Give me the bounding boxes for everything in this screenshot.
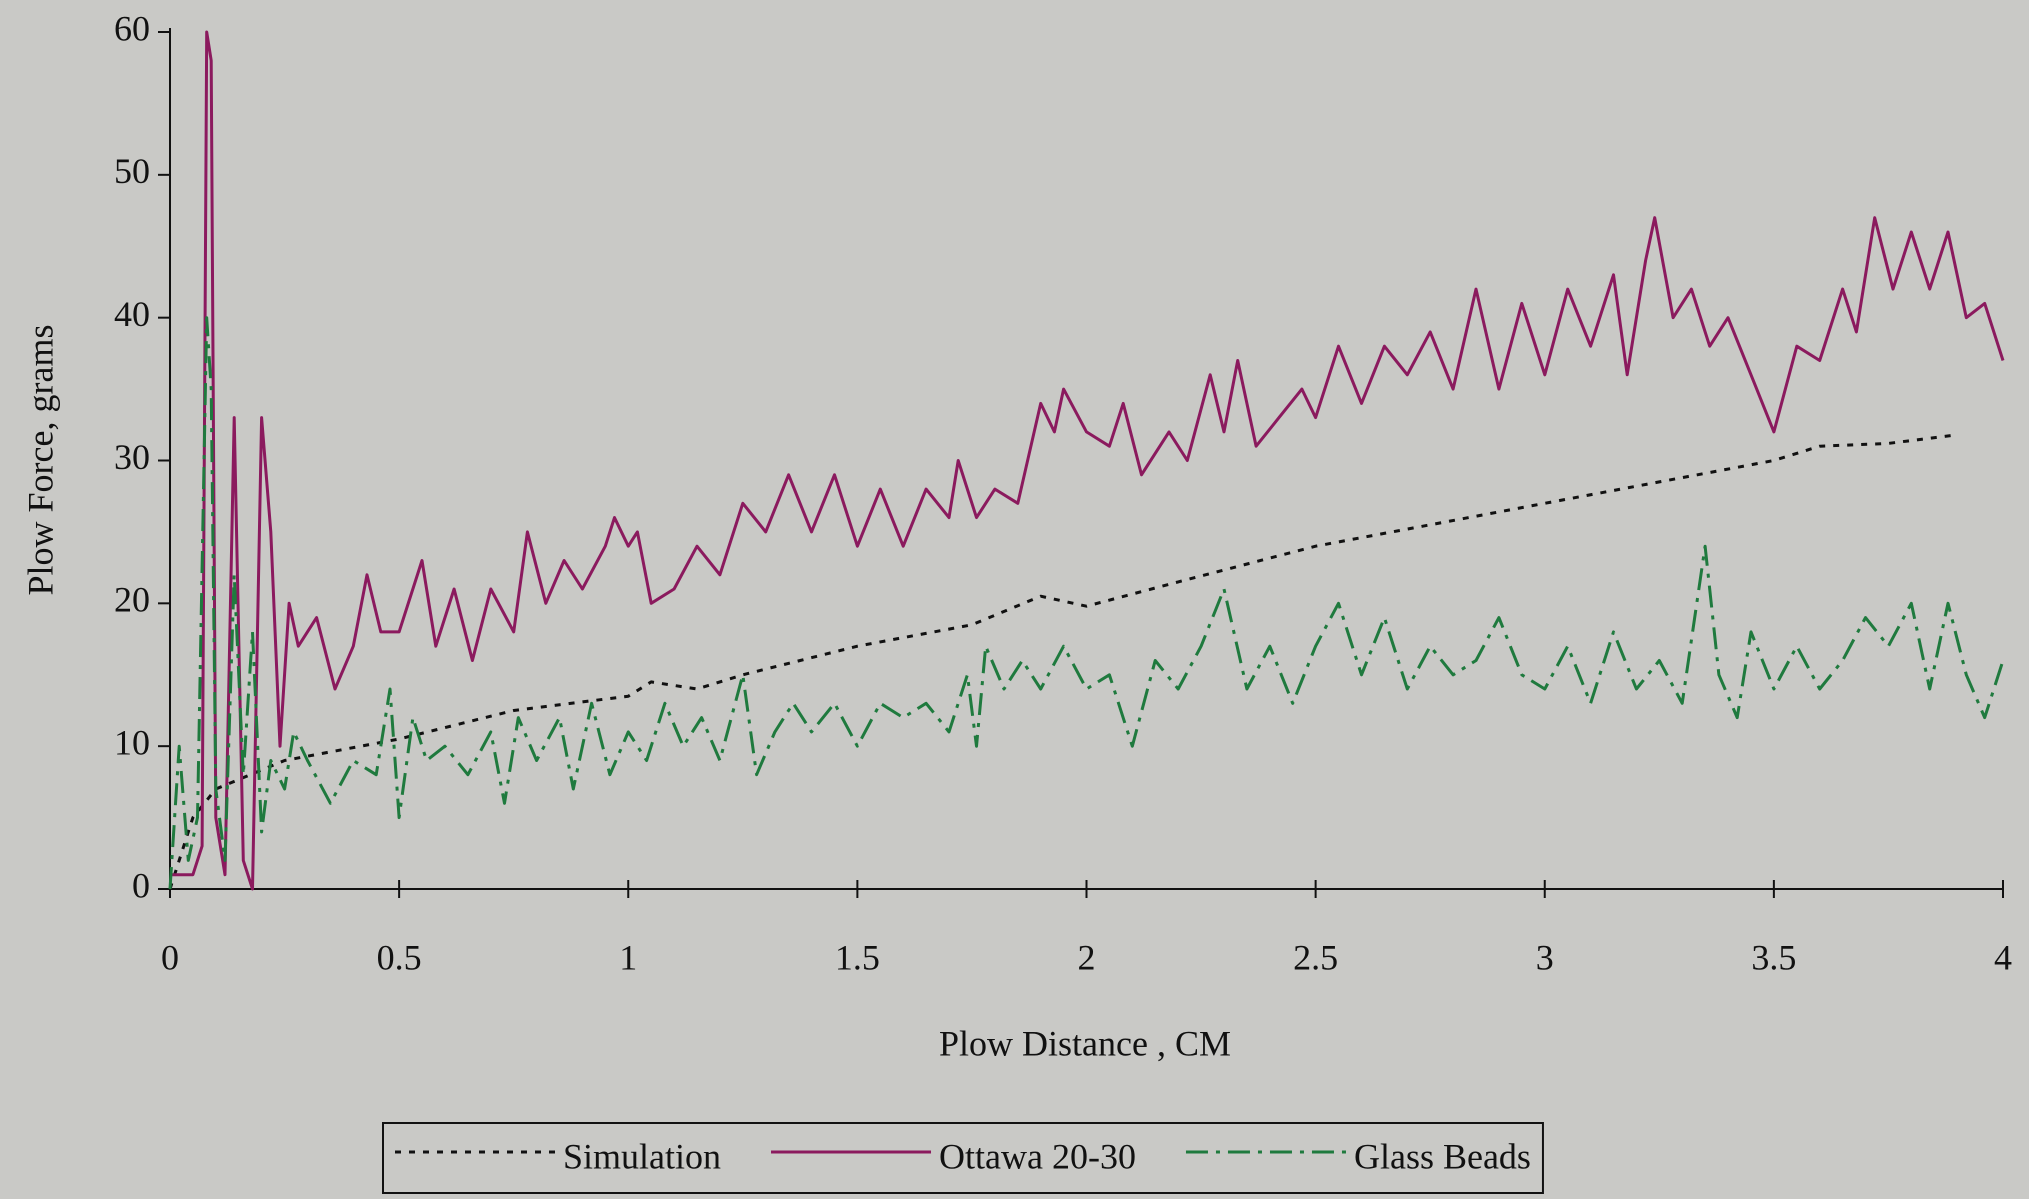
y-tick-label: 60 [114, 8, 150, 48]
series-line [168, 316, 2005, 890]
x-tick-label: 0.5 [377, 937, 422, 977]
y-tick-label: 10 [114, 722, 150, 762]
legend-label: Ottawa 20-30 [939, 1136, 1136, 1176]
legend-box [382, 1122, 1544, 1194]
x-tick-label: 0 [161, 937, 179, 977]
y-tick-label: 30 [114, 437, 150, 477]
x-tick-label: 2.5 [1293, 937, 1338, 977]
y-tick-label: 40 [114, 294, 150, 334]
x-tick-label: 4 [1994, 937, 2012, 977]
x-tick-label: 1.5 [835, 937, 880, 977]
x-tick-label: 3.5 [1751, 937, 1796, 977]
series-line [168, 433, 1958, 890]
legend-label: Simulation [563, 1136, 721, 1176]
legend: Simulation Ottawa 20-30 Glass Beads [382, 1122, 1544, 1194]
x-tick-label: 3 [1536, 937, 1554, 977]
y-tick-label: 50 [114, 151, 150, 191]
series-line [170, 30, 2005, 891]
x-axis-label: Plow Distance , CM [939, 1023, 1231, 1063]
y-tick-label: 20 [114, 580, 150, 620]
x-tick-label: 2 [1078, 937, 1096, 977]
legend-label: Glass Beads [1354, 1136, 1531, 1176]
y-tick-label: 0 [132, 865, 150, 905]
x-tick-label: 1 [619, 937, 637, 977]
y-axis-label: Plow Force, grams [20, 325, 60, 596]
